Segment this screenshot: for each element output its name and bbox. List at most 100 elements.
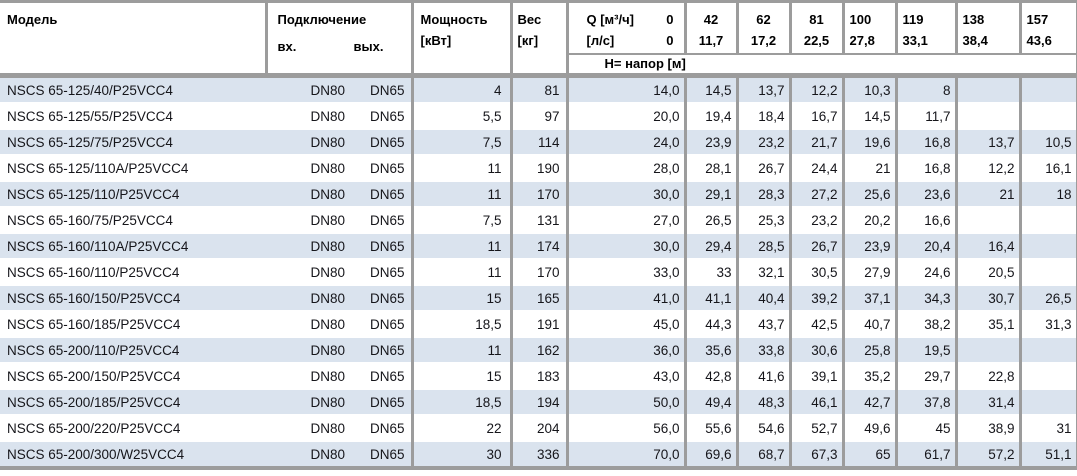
cell-inlet: DN80	[266, 362, 347, 389]
cell-head-3: 16,7	[790, 102, 845, 129]
cell-head-6: 16,4	[956, 232, 1022, 259]
table-row: NSCS 65-200/150/P25VCC4 DN80 DN65 15 183 43,0…	[0, 362, 1077, 389]
cell-head-5: 29,7	[896, 362, 958, 389]
cell-head-0: 14,0	[567, 75, 687, 103]
cell-head-4: 42,7	[843, 388, 898, 415]
cell-head-6	[956, 206, 1022, 233]
cell-weight: 165	[511, 284, 569, 311]
table-row: NSCS 65-160/110A/P25VCC4 DN80 DN65 11 174 30,…	[0, 232, 1077, 259]
cell-inlet: DN80	[266, 154, 347, 181]
cell-head-3: 12,2	[790, 75, 845, 103]
cell-weight: 204	[511, 414, 569, 441]
cell-head-0: 45,0	[567, 310, 687, 337]
cell-weight: 191	[511, 310, 569, 337]
cell-head-4: 14,5	[843, 102, 898, 129]
cell-head-4: 21	[843, 154, 898, 181]
cell-head-6: 20,5	[956, 258, 1022, 285]
cell-head-3: 39,1	[790, 362, 845, 389]
col-header-flow-138: 138 38,4	[956, 1, 1022, 54]
cell-head-5: 45	[896, 414, 958, 441]
q-unit-label: Q [м³/ч]	[586, 12, 635, 27]
cell-model: NSCS 65-200/220/P25VCC4	[0, 414, 266, 441]
cell-head-1: 26,5	[685, 206, 739, 233]
cell-weight: 194	[511, 388, 569, 415]
cell-head-6	[956, 336, 1022, 363]
cell-head-2: 26,7	[737, 154, 792, 181]
cell-inlet: DN80	[266, 206, 347, 233]
cell-head-0: 20,0	[567, 102, 687, 129]
cell-head-3: 21,7	[790, 128, 845, 155]
connection-header-label: Подключение	[277, 12, 367, 27]
cell-power: 15	[412, 284, 513, 311]
power-header-unit: [кВт]	[420, 33, 452, 48]
flow-ls-line: [л/с] 0	[569, 30, 684, 51]
cell-head-3: 39,2	[790, 284, 845, 311]
cell-power: 4	[412, 75, 513, 103]
cell-head-6: 21	[956, 180, 1022, 207]
cell-outlet: DN65	[347, 284, 414, 311]
cell-head-0: 36,0	[567, 336, 687, 363]
cell-outlet: DN65	[347, 154, 414, 181]
cell-head-2: 43,7	[737, 310, 792, 337]
cell-head-5: 8	[896, 75, 958, 103]
cell-head-4: 20,2	[843, 206, 898, 233]
table-body: NSCS 65-125/40/P25VCC4 DN80 DN65 4 81 14,0 14,…	[0, 75, 1077, 468]
flow-m3h-value: 119	[902, 12, 924, 27]
table-row: NSCS 65-160/110/P25VCC4 DN80 DN65 11 170 33,0…	[0, 258, 1077, 285]
table-row: NSCS 65-125/110/P25VCC4 DN80 DN65 11 170 30,0…	[0, 180, 1077, 207]
cell-outlet: DN65	[347, 232, 414, 259]
cell-head-2: 41,6	[737, 362, 792, 389]
cell-weight: 114	[511, 128, 569, 155]
cell-head-6: 22,8	[956, 362, 1022, 389]
cell-head-3: 23,2	[790, 206, 845, 233]
head-row-label: H= напор [м]	[567, 53, 1077, 78]
cell-head-2: 68,7	[737, 440, 792, 468]
cell-head-2: 25,3	[737, 206, 792, 233]
cell-outlet: DN65	[347, 388, 414, 415]
cell-weight: 97	[511, 102, 569, 129]
cell-head-0: 30,0	[567, 232, 687, 259]
cell-head-4: 65	[843, 440, 898, 468]
cell-head-4: 35,2	[843, 362, 898, 389]
cell-head-2: 23,2	[737, 128, 792, 155]
cell-head-2: 54,6	[737, 414, 792, 441]
cell-head-1: 28,1	[685, 154, 739, 181]
cell-inlet: DN80	[266, 284, 347, 311]
cell-inlet: DN80	[266, 180, 347, 207]
table-row: NSCS 65-125/75/P25VCC4 DN80 DN65 7,5 114 24,0…	[0, 128, 1077, 155]
cell-head-7	[1020, 75, 1077, 103]
cell-head-6	[956, 75, 1022, 103]
cell-head-7: 31,3	[1020, 310, 1077, 337]
cell-weight: 190	[511, 154, 569, 181]
flow-m3h-value: 62	[756, 12, 771, 27]
cell-head-0: 43,0	[567, 362, 687, 389]
cell-head-1: 49,4	[685, 388, 739, 415]
cell-head-1: 69,6	[685, 440, 739, 468]
cell-head-2: 28,3	[737, 180, 792, 207]
cell-head-5: 23,6	[896, 180, 958, 207]
cell-outlet: DN65	[347, 336, 414, 363]
flow-ls-value: 17,2	[750, 33, 777, 48]
cell-outlet: DN65	[347, 362, 414, 389]
cell-power: 11	[412, 336, 513, 363]
cell-head-4: 27,9	[843, 258, 898, 285]
cell-inlet: DN80	[266, 388, 347, 415]
cell-model: NSCS 65-200/185/P25VCC4	[0, 388, 266, 415]
cell-head-0: 24,0	[567, 128, 687, 155]
model-header-label: Модель	[7, 12, 58, 27]
cell-head-0: 27,0	[567, 206, 687, 233]
table-row: NSCS 65-125/40/P25VCC4 DN80 DN65 4 81 14,0 14,…	[0, 75, 1077, 103]
cell-head-3: 52,7	[790, 414, 845, 441]
cell-head-7	[1020, 388, 1077, 415]
cell-head-4: 40,7	[843, 310, 898, 337]
cell-inlet: DN80	[266, 440, 347, 468]
cell-head-5: 34,3	[896, 284, 958, 311]
cell-head-6: 35,1	[956, 310, 1022, 337]
flow-ls-value: 27,8	[849, 33, 875, 48]
cell-head-5: 37,8	[896, 388, 958, 415]
table-row: NSCS 65-125/55/P25VCC4 DN80 DN65 5,5 97 20,0 1…	[0, 102, 1077, 129]
cell-head-5: 24,6	[896, 258, 958, 285]
cell-head-3: 27,2	[790, 180, 845, 207]
weight-header-label: Вес	[517, 12, 542, 27]
cell-inlet: DN80	[266, 232, 347, 259]
